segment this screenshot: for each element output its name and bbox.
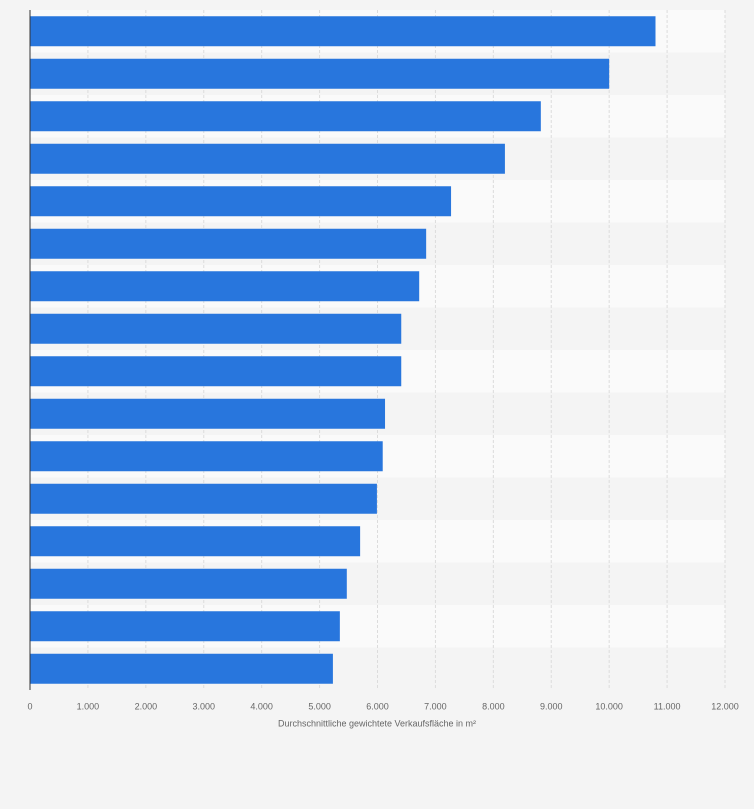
x-tick-label: 0 bbox=[27, 701, 32, 711]
bar bbox=[30, 271, 420, 302]
bar bbox=[30, 16, 656, 47]
bar bbox=[30, 568, 347, 599]
x-tick-label: 10.000 bbox=[595, 701, 623, 711]
bar bbox=[30, 186, 452, 217]
bar bbox=[30, 313, 402, 344]
bar bbox=[30, 356, 402, 387]
x-tick-label: 1.000 bbox=[77, 701, 100, 711]
bar bbox=[30, 441, 383, 472]
bar bbox=[30, 398, 386, 429]
bar bbox=[30, 483, 377, 514]
bar bbox=[30, 58, 610, 89]
bar bbox=[30, 611, 340, 642]
bar bbox=[30, 228, 427, 259]
x-tick-label: 2.000 bbox=[135, 701, 158, 711]
bar bbox=[30, 101, 541, 132]
bar bbox=[30, 653, 333, 684]
x-axis-label: Durchschnittliche gewichtete Verkaufsflä… bbox=[278, 718, 476, 728]
x-tick-label: 9.000 bbox=[540, 701, 563, 711]
bar bbox=[30, 526, 361, 557]
bar bbox=[30, 143, 505, 174]
x-tick-label: 5.000 bbox=[308, 701, 331, 711]
x-tick-label: 8.000 bbox=[482, 701, 505, 711]
x-tick-label: 4.000 bbox=[250, 701, 273, 711]
x-tick-label: 12.000 bbox=[711, 701, 739, 711]
x-tick-label: 11.000 bbox=[654, 701, 681, 711]
x-tick-label: 7.000 bbox=[424, 701, 447, 711]
x-tick-label: 3.000 bbox=[192, 701, 215, 711]
x-tick-label: 6.000 bbox=[366, 701, 389, 711]
